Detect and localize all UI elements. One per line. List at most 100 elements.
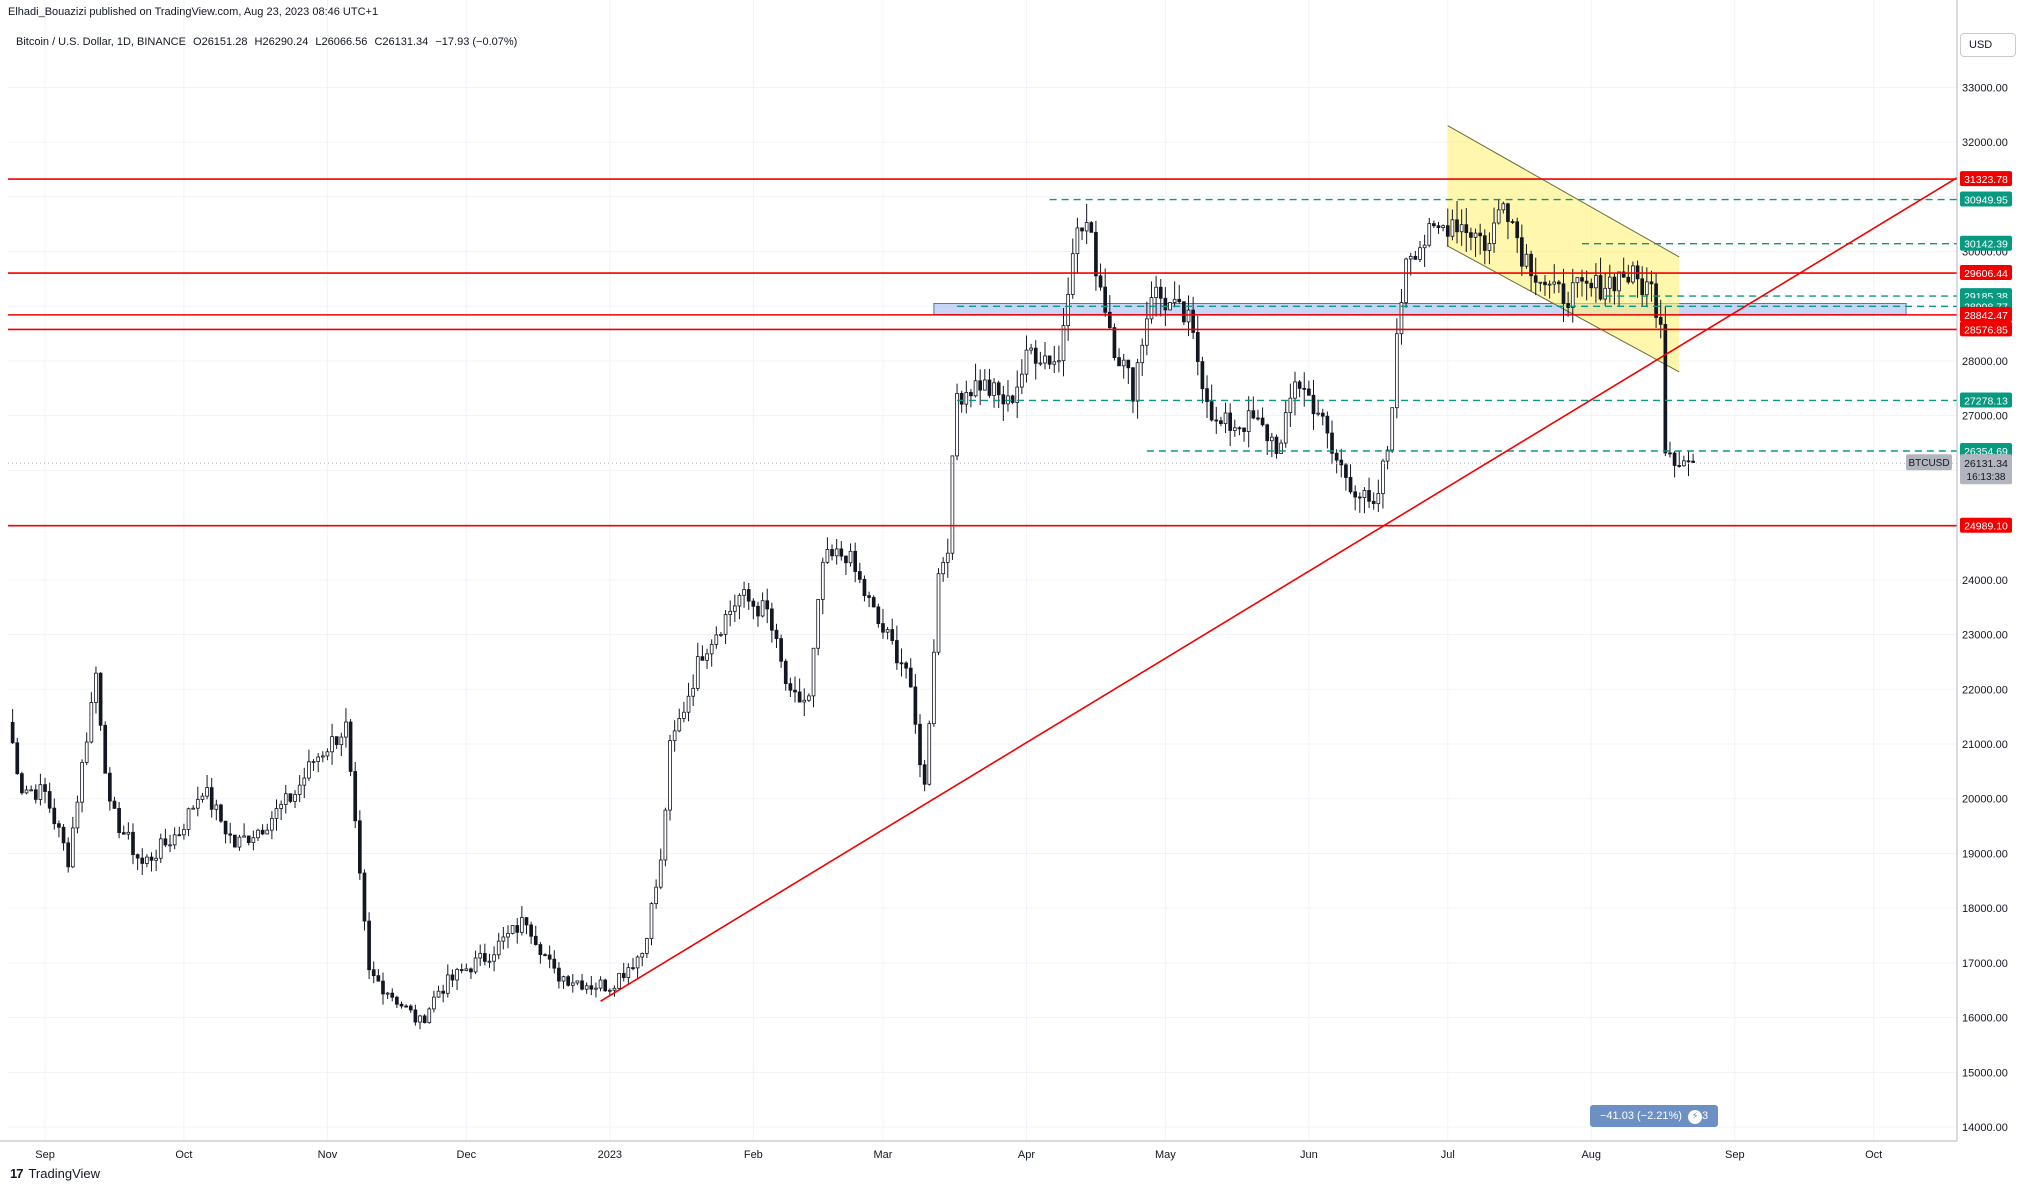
candle-up xyxy=(955,393,959,457)
currency-button[interactable]: USD xyxy=(1960,33,2016,57)
candle-up xyxy=(1316,412,1320,415)
candle-down xyxy=(589,985,594,990)
candle-up xyxy=(330,736,334,753)
y-tick-label: 23000.00 xyxy=(1962,630,2008,642)
candle-down xyxy=(783,660,788,685)
candle-down xyxy=(371,969,376,977)
symbol-tag-box xyxy=(1906,454,1952,471)
candle-up xyxy=(723,614,728,635)
x-tick-label: Jun xyxy=(1300,1149,1318,1161)
candle-up xyxy=(84,741,89,763)
candle-down xyxy=(746,589,751,602)
candle-up xyxy=(265,829,270,835)
candle-up xyxy=(1441,225,1445,228)
candle-down xyxy=(413,1009,418,1023)
candle-down xyxy=(288,793,293,802)
countdown-text: 16:13:38 xyxy=(1967,472,2006,483)
candle-down xyxy=(987,379,992,396)
candle-up xyxy=(501,936,506,942)
candle-down xyxy=(871,597,876,608)
candle-down xyxy=(1686,460,1691,463)
candle-down xyxy=(538,944,543,956)
candle-up xyxy=(1038,362,1043,365)
price-label-box xyxy=(1960,235,2012,251)
candle-up xyxy=(635,956,640,969)
candle-down xyxy=(358,820,362,874)
x-tick-label: Feb xyxy=(744,1149,763,1161)
candle-up xyxy=(385,992,390,995)
candle-up xyxy=(1293,381,1297,399)
candle-up xyxy=(1140,344,1145,364)
y-tick-label: 17000.00 xyxy=(1962,958,2008,970)
price-label-box xyxy=(1960,392,2012,408)
candle-down xyxy=(131,831,135,856)
candle-up xyxy=(1070,253,1075,295)
y-tick-label: 20000.00 xyxy=(1962,794,2008,806)
candle-down xyxy=(853,550,858,572)
candle-up xyxy=(1395,333,1399,409)
candle-up xyxy=(29,789,33,792)
candle-up xyxy=(154,857,158,861)
candle-down xyxy=(10,721,15,744)
candle-down xyxy=(482,953,487,962)
candle-up xyxy=(607,989,612,992)
candle-up xyxy=(1617,271,1621,292)
candle-up xyxy=(1524,253,1529,267)
candle-up xyxy=(182,829,186,836)
candle-down xyxy=(1663,324,1668,454)
candle-down xyxy=(1182,301,1186,323)
candle-down xyxy=(959,393,964,405)
high-value: H26290.24 xyxy=(254,36,309,48)
y-tick-label: 16000.00 xyxy=(1962,1013,2008,1025)
candle-up xyxy=(1270,436,1274,442)
candle-down xyxy=(844,555,848,564)
candle-up xyxy=(964,392,969,405)
candle-down xyxy=(1510,221,1515,223)
trendlines xyxy=(600,174,1963,1002)
measure-tool-label[interactable]: −41.03 (−2.21%) ⚡ 3 xyxy=(1590,1105,1719,1127)
price-label-text: 31323.78 xyxy=(1964,174,2008,186)
candle-up xyxy=(682,711,686,719)
candle-up xyxy=(594,987,598,990)
candle-down xyxy=(793,689,797,693)
candle-down xyxy=(408,1005,413,1011)
candle-up xyxy=(1052,361,1057,365)
candle-up xyxy=(1154,286,1158,298)
candle-down xyxy=(1311,394,1316,415)
candle-down xyxy=(1080,227,1084,232)
candle-down xyxy=(621,972,626,978)
candle-up xyxy=(1024,349,1029,375)
candle-down xyxy=(862,578,867,597)
candle-up xyxy=(1145,318,1149,346)
candle-down xyxy=(1371,500,1376,505)
low-value: L26066.56 xyxy=(315,36,368,48)
candle-up xyxy=(344,721,348,738)
candle-down xyxy=(547,954,552,960)
candle-down xyxy=(543,954,547,957)
candle-up xyxy=(825,549,830,563)
time-axis[interactable]: Sep Oct Nov Dec 2023 Feb Mar Apr May Jun Jul Aug Sep… xyxy=(0,1140,2023,1189)
candle-down xyxy=(1543,281,1547,286)
candle-up xyxy=(1149,297,1154,320)
x-tick-label: Aug xyxy=(1581,1149,1601,1161)
candle-down xyxy=(1478,232,1483,237)
candle-up xyxy=(1496,209,1501,224)
candle-up xyxy=(464,968,469,971)
candle-down xyxy=(895,640,899,664)
y-tick-label: 30000.00 xyxy=(1962,247,2008,259)
price-label-text: 27278.13 xyxy=(1964,395,2008,407)
candle-down xyxy=(108,772,112,802)
candle-down xyxy=(1515,221,1520,239)
candle-down xyxy=(524,917,529,926)
candle-down xyxy=(33,789,38,800)
candle-down xyxy=(529,924,533,937)
candle-up xyxy=(1603,287,1607,300)
candle-up xyxy=(94,672,98,703)
footer-branding[interactable]: 17 TradingView xyxy=(10,1166,100,1181)
candle-down xyxy=(367,920,371,971)
candle-down xyxy=(631,967,635,970)
candle-down xyxy=(770,608,774,631)
candle-up xyxy=(691,687,695,697)
candle-up xyxy=(1575,277,1580,284)
